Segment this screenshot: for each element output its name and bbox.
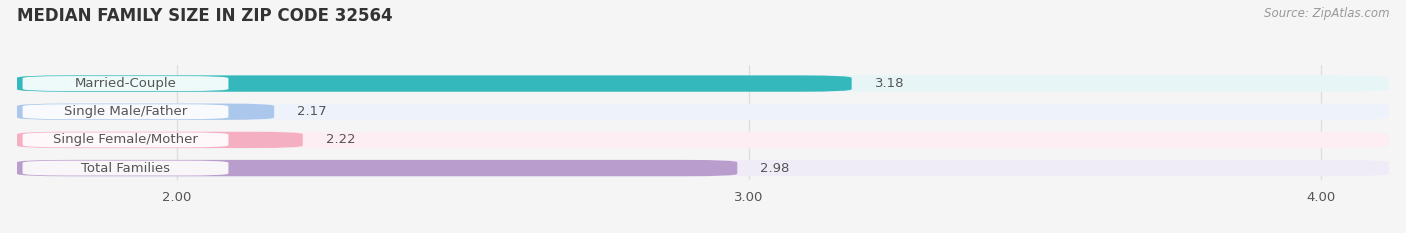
Text: Married-Couple: Married-Couple bbox=[75, 77, 176, 90]
Text: 3.18: 3.18 bbox=[875, 77, 904, 90]
Text: Single Female/Mother: Single Female/Mother bbox=[53, 134, 198, 146]
FancyBboxPatch shape bbox=[17, 132, 1389, 148]
Text: 2.22: 2.22 bbox=[326, 134, 356, 146]
Text: 2.98: 2.98 bbox=[761, 161, 790, 175]
Text: MEDIAN FAMILY SIZE IN ZIP CODE 32564: MEDIAN FAMILY SIZE IN ZIP CODE 32564 bbox=[17, 7, 392, 25]
Text: 2.17: 2.17 bbox=[297, 105, 326, 118]
Text: Single Male/Father: Single Male/Father bbox=[63, 105, 187, 118]
FancyBboxPatch shape bbox=[17, 160, 737, 176]
FancyBboxPatch shape bbox=[17, 75, 852, 92]
FancyBboxPatch shape bbox=[17, 132, 302, 148]
FancyBboxPatch shape bbox=[17, 103, 274, 120]
FancyBboxPatch shape bbox=[17, 75, 1389, 92]
FancyBboxPatch shape bbox=[22, 76, 228, 91]
FancyBboxPatch shape bbox=[22, 132, 228, 147]
FancyBboxPatch shape bbox=[22, 104, 228, 119]
FancyBboxPatch shape bbox=[22, 161, 228, 175]
Text: Total Families: Total Families bbox=[82, 161, 170, 175]
FancyBboxPatch shape bbox=[17, 103, 1389, 120]
FancyBboxPatch shape bbox=[17, 160, 1389, 176]
Text: Source: ZipAtlas.com: Source: ZipAtlas.com bbox=[1264, 7, 1389, 20]
